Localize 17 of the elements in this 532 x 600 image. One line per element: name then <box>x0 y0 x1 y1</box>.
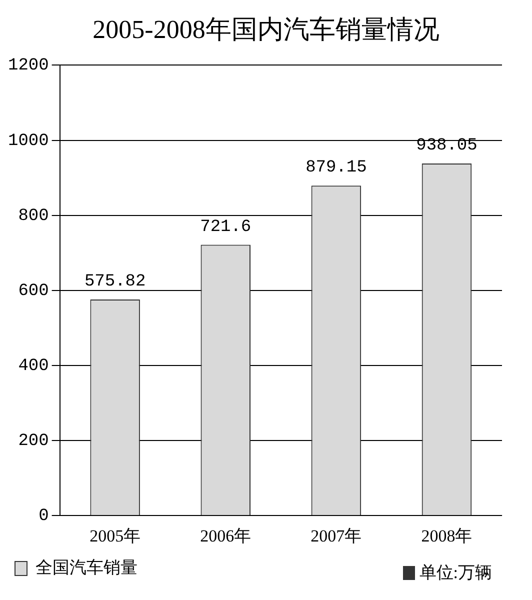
y-tick-label: 400 <box>18 356 49 376</box>
x-tick-label: 2005年 <box>90 526 141 546</box>
legend-label: 全国汽车销量 <box>36 558 138 577</box>
y-tick-label: 1000 <box>8 132 49 151</box>
chart-title: 2005-2008年国内汽车销量情况 <box>92 14 440 46</box>
y-tick-label: 800 <box>18 206 49 226</box>
data-label: 575.82 <box>84 272 146 292</box>
y-tick-label: 200 <box>18 432 49 452</box>
x-tick-label: 2006年 <box>200 526 252 546</box>
data-label: 721.6 <box>200 218 252 237</box>
y-tick-label: 1200 <box>8 56 49 76</box>
x-tick-label: 2007年 <box>310 526 362 546</box>
y-tick-label: 600 <box>18 282 49 301</box>
text: 单位:万辆 <box>419 562 492 584</box>
x-tick-label: 2008年 <box>421 526 472 546</box>
data-label: 879.15 <box>306 158 367 178</box>
y-tick-label: 0 <box>38 507 49 526</box>
